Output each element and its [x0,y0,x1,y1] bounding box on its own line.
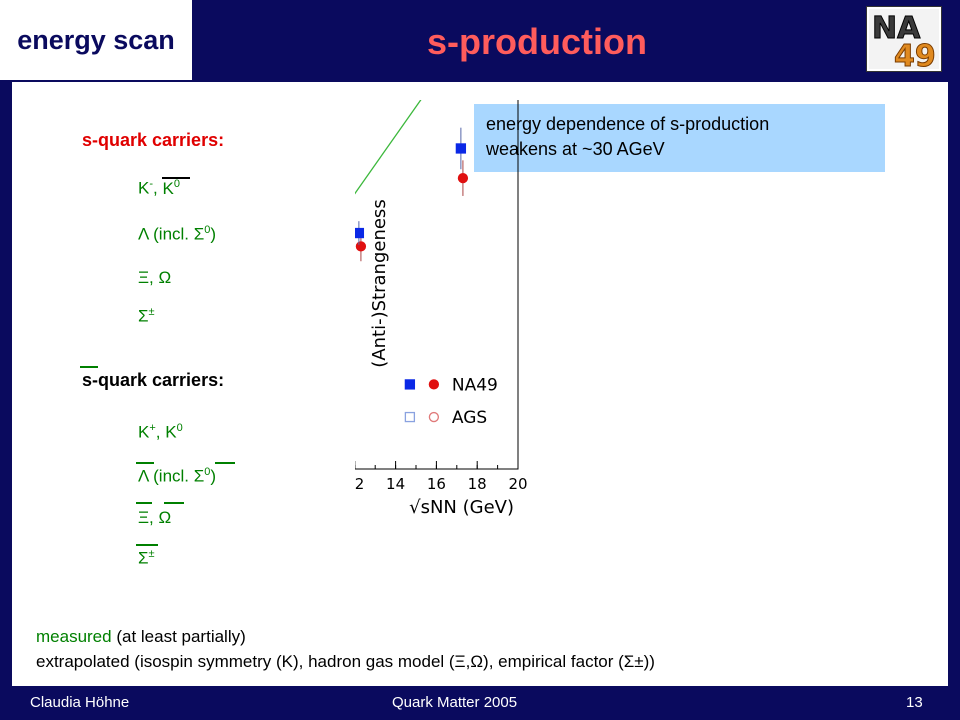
overline-omega [164,502,184,504]
footer-author: Claudia Höhne [30,694,130,711]
legend-ags-square [404,411,416,423]
callout-box: energy dependence of s-production weaken… [474,104,885,172]
footnotes: measured (at least partially) extrapolat… [36,624,655,674]
footer-page-number: 13 [906,694,923,711]
plot-frame [355,100,519,470]
legend-na49-square [404,379,416,390]
x-tick-label: 12 [355,475,364,493]
legend-na49-circle [428,379,440,390]
s-quark-header: s-quark carriers: [82,130,225,150]
strangeness-chart: 2468101214161820050100150200250(Anti-)St… [355,100,528,518]
fit-line [355,100,422,195]
y-axis-label: (Anti-)Strangeness [369,199,390,367]
sbar-quark-header: s-quark carriers: [82,370,225,390]
overline-sigma [136,544,158,546]
overline-lambda [136,462,154,464]
x-tick-label: 18 [468,475,487,493]
sbar-item-xi-omega: Ξ, Ω [138,508,172,527]
overline-xi [136,502,152,504]
na49-logo: NA 49 [866,6,942,72]
x-axis-label: √sNN (GeV) [409,497,514,518]
logo-na: NA [872,11,921,46]
na49-s-point [355,241,367,252]
na49-sbar-point [455,143,467,154]
section-tag: energy scan [0,0,192,80]
callout-line-2: weakens at ~30 AGeV [486,139,665,159]
sbar-item-sigma: Σ± [138,548,155,568]
s-item-lambda: Λ (incl. Σ0) [138,224,217,244]
footer: Claudia Höhne Quark Matter 2005 13 [0,688,960,720]
na49-s-point [457,172,469,184]
legend-ags-circle [428,411,440,423]
footnote-extrapolated: extrapolated (isospin symmetry (K), hadr… [36,652,655,671]
sbar-item-lambda: Λ (incl. Σ0) [138,466,217,486]
legend-ags: AGS [452,408,487,428]
overline-sigma0 [215,462,235,464]
x-tick-label: 14 [386,475,405,493]
overline-s [80,366,98,368]
slide-title: s-production [427,21,647,62]
logo-49: 49 [894,39,936,72]
footnote-measured: measured (at least partially) [36,627,246,646]
legend-na49: NA49 [452,375,498,395]
x-tick-label: 16 [427,475,446,493]
na49-sbar-point [355,227,365,239]
sbar-item-kaons: K+, K0 [138,422,183,442]
footer-conference: Quark Matter 2005 [392,694,518,711]
s-item-xi-omega: Ξ, Ω [138,268,172,287]
callout-line-1: energy dependence of s-production [486,114,770,134]
s-item-sigma: Σ± [138,306,155,326]
x-tick-label: 20 [508,475,527,493]
